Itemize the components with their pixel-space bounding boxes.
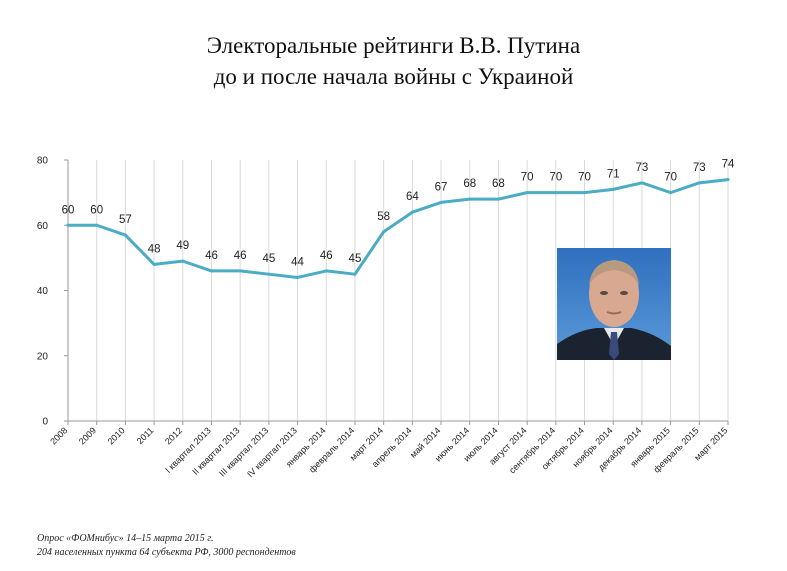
data-point <box>238 269 242 273</box>
data-point <box>353 272 357 276</box>
data-point <box>468 197 472 201</box>
title-line-2: до и после начала войны с Украиной <box>213 64 574 89</box>
data-label: 58 <box>377 211 390 223</box>
x-tick-label: 2012 <box>163 425 184 446</box>
data-label: 60 <box>62 204 75 216</box>
data-point <box>525 191 529 195</box>
data-label: 46 <box>234 250 247 262</box>
x-tick-label: 2010 <box>106 425 127 446</box>
data-point <box>583 191 587 195</box>
y-tick-label: 80 <box>37 156 49 167</box>
data-point <box>66 223 70 227</box>
data-point <box>669 191 673 195</box>
data-label: 60 <box>90 204 103 216</box>
y-tick-label: 40 <box>37 286 49 297</box>
data-label: 57 <box>119 214 132 226</box>
x-tick-label: 2011 <box>135 425 156 446</box>
data-point <box>324 269 328 273</box>
data-label: 68 <box>492 178 505 190</box>
data-label: 49 <box>176 240 189 252</box>
y-tick-label: 60 <box>37 221 49 232</box>
footnote-line-2: 204 населенных пункта 64 субъекта РФ, 30… <box>37 547 296 558</box>
portrait-photo-image <box>557 248 671 360</box>
portrait-photo <box>557 248 671 360</box>
data-label: 64 <box>406 191 419 203</box>
data-label: 73 <box>693 162 706 174</box>
data-label: 68 <box>463 178 476 190</box>
data-point <box>209 269 213 273</box>
x-tick-label: III квартал 2013 <box>217 425 270 478</box>
data-point <box>410 210 414 214</box>
data-label: 70 <box>664 172 677 184</box>
y-tick-label: 0 <box>42 417 48 428</box>
footnote: Опрос «ФОМнибус» 14–15 марта 2015 г. 204… <box>37 532 296 560</box>
data-point <box>496 197 500 201</box>
data-point <box>152 262 156 266</box>
data-point <box>267 272 271 276</box>
data-point <box>382 230 386 234</box>
data-label: 70 <box>521 172 534 184</box>
series-line <box>66 178 730 279</box>
data-label: 46 <box>320 250 333 262</box>
data-label: 73 <box>636 162 649 174</box>
data-label: 48 <box>148 243 161 255</box>
x-tick-label: 2008 <box>48 425 69 446</box>
data-point <box>439 200 443 204</box>
data-label: 70 <box>578 172 591 184</box>
title-line-1: Электоральные рейтинги В.В. Путина <box>206 33 581 58</box>
data-point <box>95 223 99 227</box>
y-tick-label: 20 <box>37 351 49 362</box>
data-label: 45 <box>349 253 362 265</box>
x-tick-label: IV квартал 2013 <box>245 425 299 479</box>
footnote-line-1: Опрос «ФОМнибус» 14–15 марта 2015 г. <box>37 533 214 544</box>
data-label: 74 <box>722 159 735 171</box>
data-label: 70 <box>549 172 562 184</box>
data-label: 44 <box>291 256 304 268</box>
data-point <box>640 181 644 185</box>
chart-title: Электоральные рейтинги В.В. Путина до и … <box>0 30 787 92</box>
data-point <box>296 275 300 279</box>
data-label: 71 <box>607 168 620 180</box>
data-label: 45 <box>262 253 275 265</box>
data-point <box>697 181 701 185</box>
data-point <box>181 259 185 263</box>
data-point <box>726 178 730 182</box>
data-point <box>123 233 127 237</box>
data-point <box>554 191 558 195</box>
data-label: 46 <box>205 250 218 262</box>
data-label: 67 <box>435 181 448 193</box>
x-tick-label: 2009 <box>77 425 98 446</box>
data-point <box>611 187 615 191</box>
